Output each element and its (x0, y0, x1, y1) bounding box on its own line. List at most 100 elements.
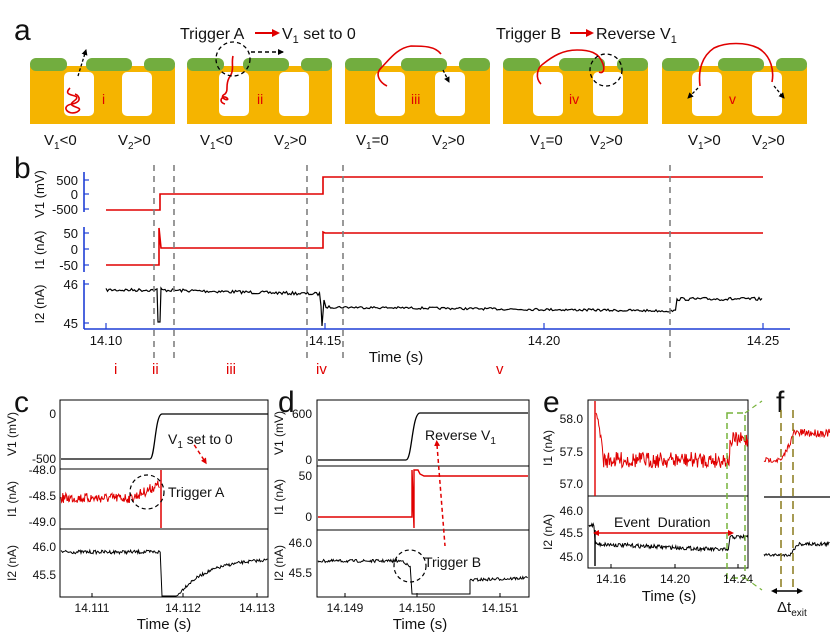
d-v1-tick-600: 600 (292, 407, 312, 421)
dna-strand-i (65, 87, 81, 114)
c-i2-ylabel: I2 (nA) (5, 545, 19, 581)
d-v1-trace (318, 412, 528, 461)
stage-i-roman: i (102, 91, 105, 107)
b-v1-ylabel: V1 (mV) (32, 170, 47, 218)
panel-f: Δtexit (744, 400, 830, 619)
trigger-a-circle (215, 41, 251, 77)
c-xtick-1: 14.112 (165, 601, 201, 615)
stage-iii-roman: iii (411, 91, 420, 107)
panel-label-f: f (776, 386, 785, 419)
panel-e-traces (588, 401, 749, 579)
d-annot-trigger: Trigger B (424, 554, 481, 570)
b-v1-tick-m500: -500 (52, 202, 78, 217)
stage-iii-v1: V1=0 (356, 132, 389, 152)
stage-v-schematic: v (662, 42, 807, 124)
b-stage-v: v (496, 361, 504, 378)
c-xlabel: Time (s) (137, 616, 191, 633)
stage-i-schematic: i (30, 49, 175, 124)
b-i2-ylabel: I2 (nA) (32, 284, 47, 323)
trigger-b-action: Reverse V1 (596, 26, 677, 46)
stage-i-v2: V2>0 (118, 132, 151, 152)
dna-exit-arrow-left (687, 87, 699, 99)
d-i2-ylabel: I2 (nA) (272, 545, 286, 581)
e-xtick-1: 14.20 (660, 572, 690, 586)
c-v1-trace (61, 413, 268, 460)
c-annot-trigger: Trigger A (168, 484, 225, 500)
e-zoom-box (726, 412, 746, 579)
panel-e-frames (587, 399, 749, 569)
d-i1-tick-0: 0 (305, 510, 312, 524)
b-i2-tick-46: 46 (64, 277, 78, 292)
d-xtick-1: 14.150 (399, 601, 436, 615)
stage-i-v1: V1<0 (44, 132, 77, 152)
e-i1-ylabel: I1 (nA) (541, 430, 555, 466)
d-i1-trace (318, 469, 528, 529)
d-xtick-0: 14.149 (327, 601, 364, 615)
panel-c-traces (60, 413, 268, 597)
stage-iii-schematic: iii (345, 45, 490, 124)
e-i1-tick-570: 57.0 (560, 477, 584, 491)
panel-b-traces (105, 176, 763, 327)
panel-c-frames (59, 399, 269, 598)
stage-ii-v2: V2>0 (274, 132, 307, 152)
e-xlabel: Time (s) (642, 588, 696, 605)
e-i2-tick-460: 46.0 (560, 504, 584, 518)
stage-iv-roman: iv (569, 91, 579, 107)
trigger-a-action: V1 set to 0 (282, 26, 356, 46)
b-xtick-3: 14.25 (747, 333, 780, 348)
stage-iv-v1: V1=0 (530, 132, 563, 152)
d-i2-tick-460: 46.0 (289, 536, 313, 550)
panel-label-e: e (543, 386, 560, 419)
b-i1-tick-0: 0 (71, 242, 78, 257)
dna-strand-iii (377, 45, 442, 87)
f-zoom-line-bottom (744, 577, 763, 591)
panel-c-labels: 0 -500 -48.0 -48.5 -49.0 46.0 45.5 V1 (m… (5, 407, 275, 633)
b-stage-ii: ii (152, 361, 159, 378)
c-annot-v1: V1 set to 0 (168, 431, 233, 451)
b-i1-trace (106, 227, 763, 266)
d-annot-arrow (434, 440, 446, 547)
e-annot-duration: Event Duration (614, 514, 711, 530)
dna-direction-arrow-i (77, 49, 88, 77)
dna-strand-ii (220, 55, 234, 105)
d-xlabel: Time (s) (393, 616, 447, 633)
b-xlabel: Time (s) (369, 349, 423, 366)
b-i1-tick-50: 50 (64, 226, 78, 241)
c-i2-tick-460: 46.0 (33, 540, 57, 554)
c-xtick-2: 14.113 (239, 601, 275, 615)
panel-d-traces (317, 412, 528, 595)
panel-e-labels: 58.0 57.5 57.0 46.0 45.5 45.0 I1 (nA) I2… (541, 412, 753, 605)
d-xtick-2: 14.151 (482, 601, 519, 615)
b-i2-trace (105, 286, 763, 327)
b-v1-tick-0: 0 (71, 187, 78, 202)
e-i2-tick-450: 45.0 (560, 550, 584, 564)
d-v1-ylabel: V1 (mV) (272, 411, 286, 455)
b-stage-i: i (114, 361, 117, 378)
dna-direction-arrow-iii (442, 69, 450, 83)
e-i1-tick-580: 58.0 (560, 412, 584, 426)
panel-b-axes (83, 172, 790, 330)
b-i1-tick-m50: -50 (59, 258, 78, 273)
dna-strand-iv (536, 49, 605, 85)
b-i1-ylabel: I1 (nA) (32, 230, 47, 269)
voltage-conditions: V1<0 V2>0 V1<0 V2>0 V1=0 V2>0 V1=0 V2>0 … (44, 132, 785, 152)
f-zoom-line-top (744, 400, 763, 414)
d-i1-ylabel: I1 (nA) (272, 479, 286, 515)
b-xtick-0: 14.10 (90, 333, 123, 348)
panel-b-labels: 500 0 -500 50 0 -50 46 45 V1 (mV) I1 (nA… (32, 170, 779, 378)
c-v1-ylabel: V1 (mV) (5, 412, 19, 456)
stage-schematics: i ii iii (30, 41, 807, 124)
e-i2-tick-455: 45.5 (560, 526, 584, 540)
stage-ii-roman: ii (257, 91, 263, 107)
c-annot-arrow (192, 442, 207, 465)
b-stage-iv: iv (316, 361, 327, 378)
panel-d-frames (316, 399, 530, 598)
e-xtick-2: 14.24 (723, 572, 753, 586)
trigger-b-label: Trigger B (496, 26, 561, 43)
b-i2-tick-45: 45 (64, 316, 78, 331)
d-v1-tick-0: 0 (305, 453, 312, 467)
c-i1-ylabel: I1 (nA) (5, 481, 19, 517)
stage-v-roman: v (729, 91, 736, 107)
stage-iv-v2: V2>0 (590, 132, 623, 152)
